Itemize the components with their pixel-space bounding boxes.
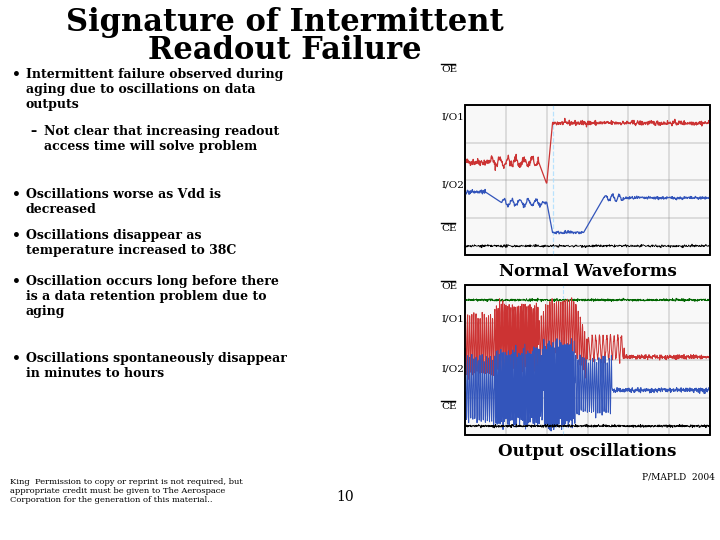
Text: Oscillations spontaneously disappear
in minutes to hours: Oscillations spontaneously disappear in … <box>26 352 287 380</box>
Bar <box>465 105 710 255</box>
Text: Output oscillations: Output oscillations <box>498 443 677 460</box>
Text: •: • <box>12 68 21 82</box>
Text: I/O1: I/O1 <box>441 112 464 121</box>
Text: Normal Waveforms: Normal Waveforms <box>499 263 676 280</box>
Text: –: – <box>30 125 36 138</box>
Bar <box>465 285 710 435</box>
Text: King  Permission to copy or reprint is not required, but
appropriate credit must: King Permission to copy or reprint is no… <box>10 478 243 504</box>
Text: •: • <box>12 275 21 289</box>
Text: •: • <box>12 229 21 243</box>
Text: P/MAPLD  2004: P/MAPLD 2004 <box>642 472 715 481</box>
Text: I/O1: I/O1 <box>441 315 464 324</box>
Text: I/O2: I/O2 <box>441 180 464 189</box>
Text: Signature of Intermittent: Signature of Intermittent <box>66 7 504 38</box>
Bar <box>465 105 710 255</box>
Text: Oscillations worse as Vdd is
decreased: Oscillations worse as Vdd is decreased <box>26 188 221 216</box>
Text: CE: CE <box>441 402 456 411</box>
Bar <box>465 285 710 435</box>
Text: •: • <box>12 188 21 202</box>
Text: Oscillation occurs long before there
is a data retention problem due to
aging: Oscillation occurs long before there is … <box>26 275 279 318</box>
Text: •: • <box>12 352 21 366</box>
Text: Oscillations disappear as
temperature increased to 38C: Oscillations disappear as temperature in… <box>26 229 236 257</box>
Text: OE: OE <box>441 65 457 74</box>
Text: Intermittent failure observed during
aging due to oscillations on data
outputs: Intermittent failure observed during agi… <box>26 68 284 111</box>
Text: 10: 10 <box>336 490 354 504</box>
Text: Readout Failure: Readout Failure <box>148 35 422 66</box>
Text: CE: CE <box>441 224 456 233</box>
Text: I/O2: I/O2 <box>441 365 464 374</box>
Text: Not clear that increasing readout
access time will solve problem: Not clear that increasing readout access… <box>44 125 279 153</box>
Text: OE: OE <box>441 282 457 291</box>
